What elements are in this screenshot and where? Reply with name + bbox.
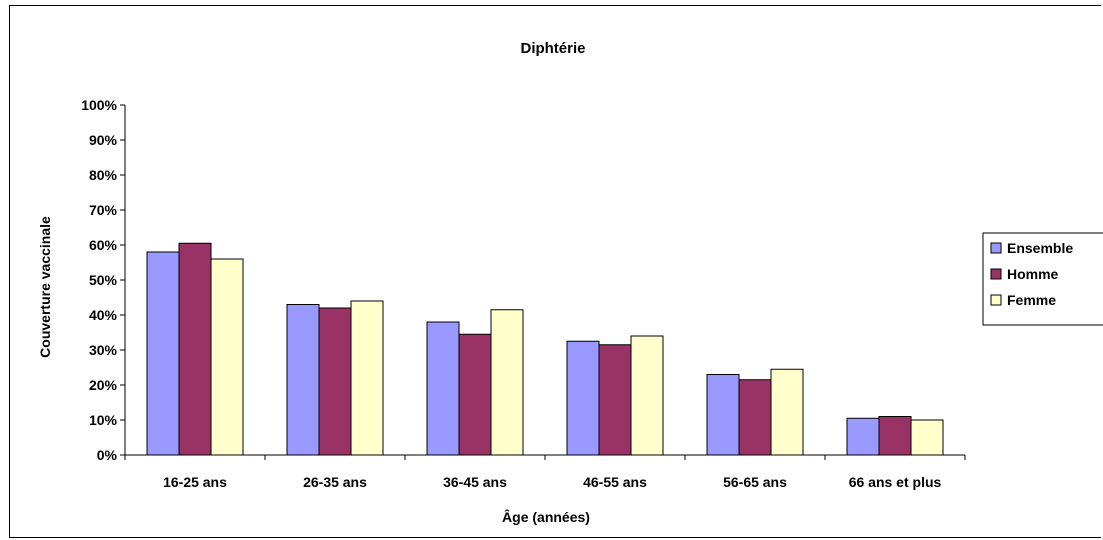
bar-homme-3 [458, 333, 492, 456]
x-category-label: 16-25 ans [163, 474, 227, 490]
bar-femme-4 [630, 335, 664, 456]
legend-swatch-homme [990, 268, 1002, 280]
bar-homme-1 [178, 242, 212, 456]
y-tick-label: 80% [89, 167, 118, 183]
y-tick-label: 40% [89, 307, 118, 323]
bar-ensemble-2 [286, 304, 320, 456]
bar-homme-6 [878, 416, 912, 456]
y-tick-label: 20% [89, 377, 118, 393]
y-tick-label: 50% [89, 272, 118, 288]
legend-label-homme: Homme [1007, 266, 1059, 282]
y-tick-label: 60% [89, 237, 118, 253]
bar-ensemble-4 [566, 340, 600, 456]
chart-title: Diphtérie [520, 40, 585, 57]
y-tick-label: 100% [81, 97, 117, 113]
bar-femme-6 [910, 419, 944, 456]
x-category-label: 56-65 ans [723, 474, 787, 490]
legend-swatch-femme [990, 294, 1002, 306]
y-tick-label: 70% [89, 202, 118, 218]
y-axis-title: Couverture vaccinale [37, 216, 53, 358]
y-tick-label: 10% [89, 412, 118, 428]
bar-homme-4 [598, 344, 632, 456]
legend: Ensemble Homme Femme [982, 232, 1103, 326]
legend-label-femme: Femme [1007, 292, 1056, 308]
bar-femme-3 [490, 309, 524, 456]
legend-box [982, 232, 1103, 326]
y-tick-label: 90% [89, 132, 118, 148]
legend-swatch-ensemble [990, 242, 1002, 254]
plot-area [124, 105, 965, 456]
bar-ensemble-3 [426, 321, 460, 456]
bar-ensemble-5 [706, 374, 740, 456]
bar-ensemble-1 [146, 251, 180, 456]
bar-homme-5 [738, 379, 772, 456]
x-category-label: 36-45 ans [443, 474, 507, 490]
y-tick-label: 30% [89, 342, 118, 358]
bar-femme-5 [770, 368, 804, 456]
x-category-label: 66 ans et plus [849, 474, 942, 490]
x-category-label: 46-55 ans [583, 474, 647, 490]
x-axis-ticks: 16-25 ans 26-35 ans 36-45 ans 46-55 ans 56-6… [124, 455, 966, 490]
y-tick-label: 0% [97, 447, 118, 463]
x-axis-title: Âge (années) [502, 508, 590, 525]
bar-femme-2 [350, 300, 384, 456]
bar-femme-1 [210, 258, 244, 456]
y-axis-ticks: 0% 10% 20% 30% 40% 50% 60% 70% 80% 90% 100% [81, 97, 125, 463]
legend-label-ensemble: Ensemble [1007, 240, 1073, 256]
bar-ensemble-6 [846, 417, 880, 456]
x-category-label: 26-35 ans [303, 474, 367, 490]
bar-homme-2 [318, 307, 352, 456]
